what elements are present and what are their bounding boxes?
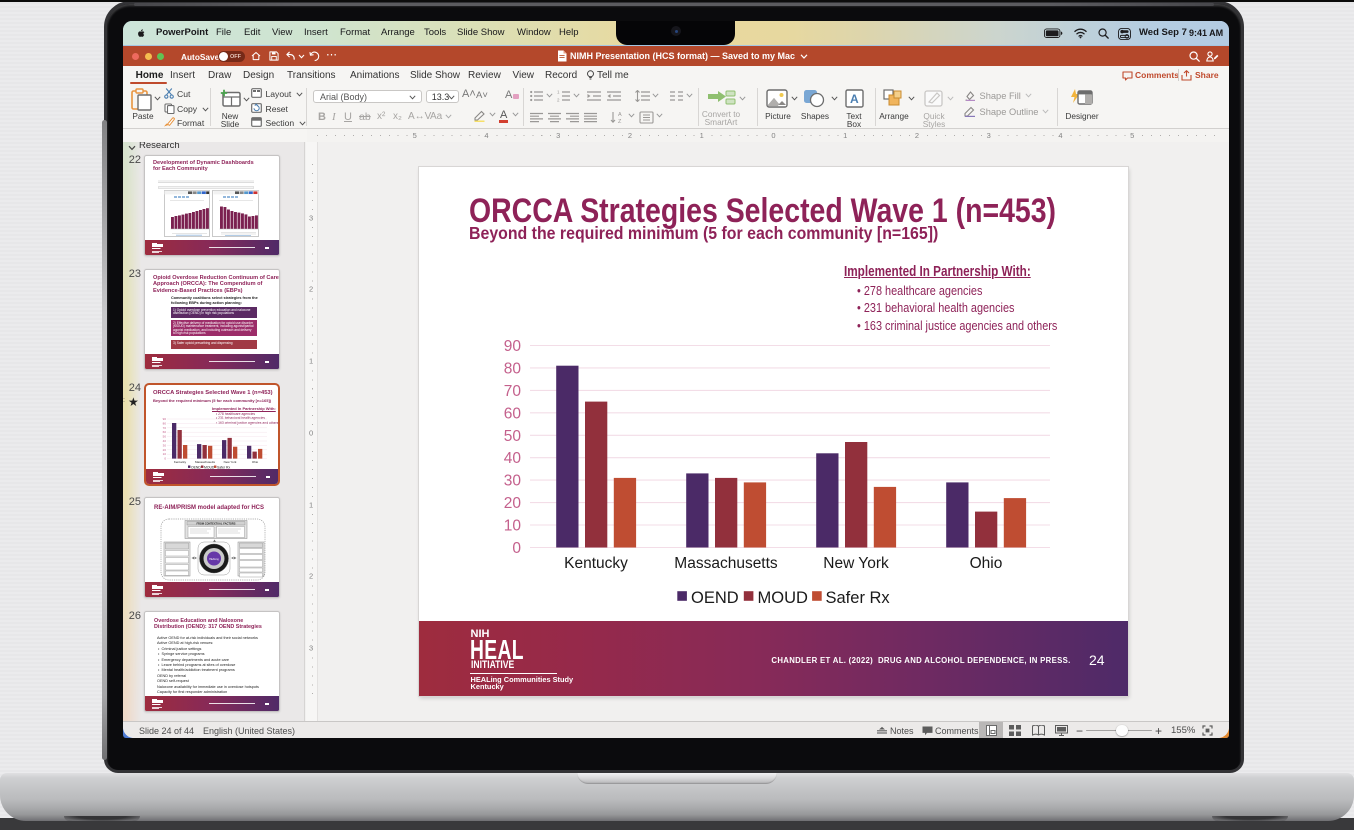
svg-text:A: A bbox=[850, 92, 859, 106]
svg-text:10: 10 bbox=[163, 452, 167, 456]
svg-text:OEND: OEND bbox=[691, 589, 739, 607]
svg-text:80: 80 bbox=[163, 421, 167, 425]
svg-text:Massachusetts: Massachusetts bbox=[674, 555, 778, 572]
svg-text:Z: Z bbox=[618, 119, 622, 124]
svg-text:Kentucky: Kentucky bbox=[564, 555, 628, 572]
svg-text:0: 0 bbox=[512, 540, 521, 557]
svg-text:30: 30 bbox=[504, 473, 522, 490]
svg-text:60: 60 bbox=[163, 430, 167, 434]
svg-text:A: A bbox=[618, 112, 622, 118]
svg-text:MOUD: MOUD bbox=[758, 589, 808, 607]
svg-text:MOUD: MOUD bbox=[204, 465, 215, 469]
svg-text:70: 70 bbox=[163, 426, 167, 430]
svg-text:90: 90 bbox=[163, 417, 167, 421]
svg-text:20: 20 bbox=[163, 448, 167, 452]
svg-text:70: 70 bbox=[504, 383, 522, 400]
svg-text:OEND: OEND bbox=[191, 465, 201, 469]
svg-text:0: 0 bbox=[164, 457, 166, 461]
svg-text:Ohio: Ohio bbox=[970, 555, 1003, 572]
svg-text:60: 60 bbox=[504, 405, 522, 422]
svg-text:Safer Rx: Safer Rx bbox=[826, 589, 891, 607]
svg-text:40: 40 bbox=[504, 450, 522, 467]
svg-text:30: 30 bbox=[163, 443, 167, 447]
svg-text:1: 1 bbox=[557, 90, 560, 95]
svg-text:10: 10 bbox=[504, 518, 522, 535]
svg-text:80: 80 bbox=[504, 360, 522, 377]
svg-text:FROM CONTEXTUAL FACTORS: FROM CONTEXTUAL FACTORS bbox=[196, 521, 235, 525]
svg-text:Ohio: Ohio bbox=[252, 460, 259, 464]
svg-text:Kentucky: Kentucky bbox=[174, 460, 187, 464]
svg-text:HEALing: HEALing bbox=[209, 558, 219, 561]
svg-text:Safer Rx: Safer Rx bbox=[217, 465, 230, 469]
svg-text:40: 40 bbox=[163, 439, 167, 443]
svg-text:Massachusetts: Massachusetts bbox=[195, 460, 216, 464]
svg-text:20: 20 bbox=[504, 495, 522, 512]
svg-text:90: 90 bbox=[504, 338, 522, 355]
svg-text:50: 50 bbox=[163, 435, 167, 439]
svg-text:50: 50 bbox=[504, 428, 522, 445]
svg-text:2: 2 bbox=[557, 98, 560, 102]
svg-text:New York: New York bbox=[823, 555, 889, 572]
svg-text:New York: New York bbox=[224, 460, 237, 464]
